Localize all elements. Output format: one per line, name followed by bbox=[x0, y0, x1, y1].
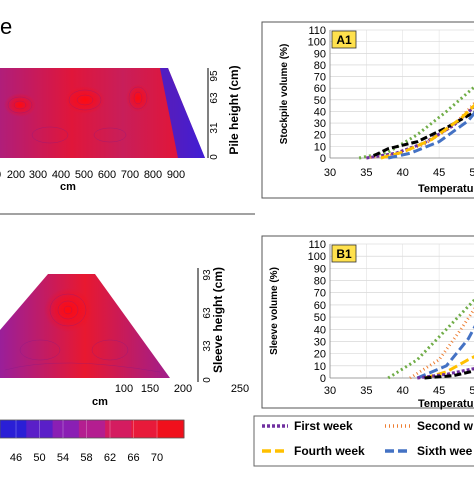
panel-label: A1 bbox=[336, 33, 352, 47]
contour-bottom-xlabel: cm bbox=[92, 396, 108, 408]
line-chart-a1: 01020304050607080901001103035404550A1Sto… bbox=[262, 22, 474, 198]
legend: First week Second w Fourth week Sixth wee bbox=[254, 416, 474, 466]
y-tick: 30 bbox=[314, 336, 326, 348]
x-tick: 45 bbox=[433, 385, 445, 397]
y-tick: 50 bbox=[314, 95, 326, 107]
contour-top-ytick: 95 bbox=[209, 70, 220, 82]
x-tick: 35 bbox=[360, 167, 372, 179]
y-tick: 70 bbox=[314, 288, 326, 300]
x-tick: 50 bbox=[469, 385, 474, 397]
colorbar-tick: 54 bbox=[57, 452, 69, 464]
contour-bottom-fill bbox=[0, 274, 170, 378]
contour-bottom-ylabel-text: Sleeve height (cm) bbox=[211, 267, 225, 373]
y-tick: 80 bbox=[314, 276, 326, 288]
legend-label: Second w bbox=[417, 419, 474, 433]
x-tick: 40 bbox=[397, 167, 409, 179]
x-tick: 30 bbox=[324, 385, 336, 397]
colorbar-tick: 66 bbox=[127, 452, 139, 464]
y-tick: 10 bbox=[314, 141, 326, 153]
y-tick: 70 bbox=[314, 72, 326, 84]
colorbar-swatch bbox=[158, 420, 185, 438]
x-axis-label: Temperatu bbox=[418, 183, 473, 195]
legend-label: Fourth week bbox=[294, 444, 365, 458]
colorbar-swatch bbox=[79, 420, 106, 438]
y-tick: 100 bbox=[308, 251, 326, 263]
contour-bottom-hotspot bbox=[44, 288, 92, 332]
y-tick: 0 bbox=[320, 373, 326, 385]
contour-top-hotspot bbox=[4, 93, 36, 117]
contour-top-ylabel: Pile height (cm) bbox=[227, 65, 241, 154]
colorbar-tick: 58 bbox=[80, 452, 92, 464]
contour-top-hotspot bbox=[126, 84, 150, 112]
y-tick: 20 bbox=[314, 130, 326, 142]
panel-frame bbox=[262, 236, 474, 408]
contour-top-xtick: 300 bbox=[29, 169, 47, 181]
contour-top: 0 200 300 400 500 600 700 800 900 cm 95 … bbox=[0, 65, 241, 193]
colorbar-swatch bbox=[0, 420, 27, 438]
y-tick: 110 bbox=[308, 25, 326, 37]
line-panels: 01020304050607080901001103035404550A1Sto… bbox=[262, 22, 474, 410]
contour-top-xtick: 200 bbox=[7, 169, 25, 181]
y-tick: 60 bbox=[314, 83, 326, 95]
y-tick: 100 bbox=[308, 37, 326, 49]
colorbar-tick: 70 bbox=[151, 452, 163, 464]
contour-top-xtick: 400 bbox=[52, 169, 70, 181]
y-tick: 40 bbox=[314, 324, 326, 336]
line-chart-b1: 01020304050607080901001103035404550B1Sle… bbox=[262, 236, 474, 410]
panel-label: B1 bbox=[336, 247, 352, 261]
y-tick: 20 bbox=[314, 349, 326, 361]
contour-top-xtick: 0 bbox=[0, 169, 1, 181]
x-tick: 45 bbox=[433, 167, 445, 179]
x-axis-label: Temperatu bbox=[418, 398, 473, 410]
corner-letter: e bbox=[0, 14, 12, 39]
contour-bottom: 100 150 200 250 cm 93 63 33 0 Sleeve hei… bbox=[0, 267, 249, 408]
y-tick: 110 bbox=[308, 239, 326, 251]
x-tick: 40 bbox=[397, 385, 409, 397]
colorbar-tick: 46 bbox=[10, 452, 22, 464]
y-tick: 0 bbox=[320, 153, 326, 165]
colorbar-swatch bbox=[105, 420, 132, 438]
contour-bottom-ytick: 0 bbox=[202, 377, 213, 383]
y-tick: 90 bbox=[314, 48, 326, 60]
legend-label: Sixth wee bbox=[417, 444, 473, 458]
contour-bottom-xtick: 250 bbox=[231, 383, 249, 395]
colorbar: 46 50 54 58 62 66 70 bbox=[0, 420, 185, 464]
contour-bottom-xtick: 100 bbox=[115, 383, 133, 395]
y-axis-label: Sleeve volume (%) bbox=[269, 267, 280, 355]
contour-top-ytick: 63 bbox=[209, 92, 220, 104]
y-tick: 50 bbox=[314, 312, 326, 324]
colorbar-swatch bbox=[53, 420, 80, 438]
colorbar-tick: 62 bbox=[104, 452, 116, 464]
legend-label: First week bbox=[294, 419, 353, 433]
y-tick: 80 bbox=[314, 60, 326, 72]
y-tick: 10 bbox=[314, 361, 326, 373]
contour-bottom-xtick: 200 bbox=[174, 383, 192, 395]
contour-top-xtick: 500 bbox=[75, 169, 93, 181]
y-tick: 30 bbox=[314, 118, 326, 130]
contour-bottom-ylabel: Sleeve height (cm) bbox=[211, 267, 225, 373]
x-tick: 30 bbox=[324, 167, 336, 179]
y-tick: 40 bbox=[314, 106, 326, 118]
colorbar-tick: 50 bbox=[33, 452, 45, 464]
contour-top-xtick: 600 bbox=[98, 169, 116, 181]
contour-top-xtick: 800 bbox=[144, 169, 162, 181]
contour-top-xtick: 900 bbox=[167, 169, 185, 181]
contour-top-ytick: 31 bbox=[209, 122, 220, 134]
contour-top-ytick: 0 bbox=[209, 154, 220, 160]
contour-bottom-xtick: 150 bbox=[141, 383, 159, 395]
contour-top-xlabel: cm bbox=[60, 181, 76, 193]
x-tick: 35 bbox=[360, 385, 372, 397]
colorbar-swatch bbox=[131, 420, 158, 438]
contour-top-xtick: 700 bbox=[121, 169, 139, 181]
y-tick: 90 bbox=[314, 263, 326, 275]
y-tick: 60 bbox=[314, 300, 326, 312]
y-axis-label: Stockpile volume (%) bbox=[279, 44, 290, 145]
x-tick: 50 bbox=[469, 167, 474, 179]
